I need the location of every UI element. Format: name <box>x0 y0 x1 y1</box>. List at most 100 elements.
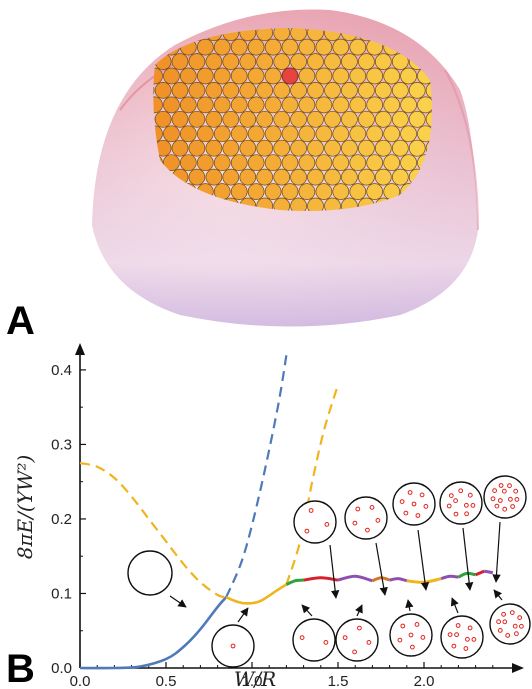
patch-cell <box>0 213 10 229</box>
branch-segment <box>371 576 391 583</box>
patch-cell <box>443 25 459 41</box>
patch-cell <box>239 110 257 128</box>
patch-cell <box>53 82 69 98</box>
defect-dot <box>308 508 314 513</box>
patch-cell <box>37 198 53 214</box>
patch-cell <box>435 299 451 315</box>
blue-dashed-line <box>225 354 288 598</box>
patch-cell <box>248 357 264 373</box>
patch-cell <box>418 357 434 373</box>
patch-cell <box>171 110 189 128</box>
patch-cell <box>460 285 476 301</box>
patch-cell <box>451 328 467 344</box>
x-axis-label: W/R <box>234 667 276 689</box>
inset-configuration <box>440 597 484 659</box>
patch-cell <box>290 53 307 70</box>
patch-cell <box>358 110 375 128</box>
energy-chart: 0.0 0.5 1.0 1.5 2.0 0.0 0.1 0.2 0.3 0.4 W/R 8πE/(… <box>13 343 531 689</box>
patch-cell <box>214 357 230 373</box>
patch-cell <box>519 39 532 55</box>
patch-cell <box>87 256 103 272</box>
patch-cell <box>121 343 137 359</box>
patch-cell <box>477 169 493 185</box>
patch-cell <box>528 169 532 185</box>
patch-cell <box>206 343 222 359</box>
patch-cell <box>3 227 19 243</box>
patch-cell <box>28 126 44 142</box>
patch-cell <box>96 357 112 373</box>
patch-cell <box>265 357 281 373</box>
defect-dot <box>375 518 381 523</box>
patch-cell <box>281 38 299 56</box>
patch-cell <box>28 270 44 286</box>
patch-cell <box>485 213 501 229</box>
inset-configuration <box>211 607 255 668</box>
patch-cell <box>37 285 53 301</box>
patch-cell <box>494 314 510 330</box>
patch-cell <box>0 126 10 142</box>
patch-cell <box>264 125 282 143</box>
patch-cell <box>401 328 417 344</box>
defect-dot <box>514 631 519 637</box>
y-tick-label: 0.0 <box>51 660 72 677</box>
patch-cell <box>138 314 154 330</box>
patch-cell <box>528 285 532 301</box>
patch-cell <box>349 96 367 114</box>
patch-cell <box>113 10 129 26</box>
patch-cell <box>62 97 78 113</box>
patch-cell <box>113 68 129 84</box>
patch-cell <box>256 82 274 99</box>
patch-cell <box>154 110 172 128</box>
patch-cell <box>358 168 375 186</box>
patch-cell <box>11 357 27 373</box>
patch-cell <box>196 67 214 85</box>
patch-cell <box>37 256 53 272</box>
patch-cell <box>383 96 401 114</box>
patch-cell <box>37 54 53 70</box>
patch-cell <box>290 139 307 157</box>
y-tick-label: 0.1 <box>51 585 72 602</box>
patch-cell <box>213 96 231 114</box>
patch-cell <box>45 126 61 142</box>
patch-cell <box>408 110 426 128</box>
patch-cell <box>79 299 95 315</box>
patch-cell <box>374 53 392 70</box>
patch-cell <box>374 82 392 99</box>
patch-cell <box>45 213 61 229</box>
patch-cell <box>383 67 401 85</box>
patch-cell <box>341 168 358 186</box>
patch-cell <box>494 169 510 185</box>
patch-cell <box>62 68 78 84</box>
patch-cell <box>28 68 44 84</box>
patch-cell <box>205 168 223 186</box>
patch-cell <box>333 328 349 344</box>
patch-cell <box>104 0 120 12</box>
patch-cell <box>316 328 332 344</box>
patch-cell <box>247 154 265 172</box>
patch-cell <box>172 343 188 359</box>
defect-dot <box>414 622 420 627</box>
patch-cell <box>231 328 247 344</box>
defect-dot <box>501 611 507 617</box>
patch-cell <box>298 125 316 143</box>
patch-cell <box>53 140 69 156</box>
patch-cell <box>104 343 120 359</box>
patch-cell <box>468 39 484 55</box>
patch-cell <box>196 96 214 114</box>
inset-disk <box>439 481 483 525</box>
chart-ticks: 0.0 0.5 1.0 1.5 2.0 0.0 0.1 0.2 0.3 0.4 <box>51 362 494 689</box>
patch-cell <box>374 139 392 157</box>
patch-cell <box>425 82 433 99</box>
patch-cell <box>70 140 86 156</box>
patch-cell <box>179 96 197 114</box>
patch-cell <box>443 54 459 70</box>
patch-cell <box>53 198 69 214</box>
patch-cell <box>121 54 137 70</box>
patch-cell <box>11 126 27 142</box>
defect-dot <box>467 625 473 631</box>
patch-cell <box>222 82 240 99</box>
patch-cell <box>45 39 61 55</box>
defect-dot <box>299 635 305 640</box>
patch-cell <box>485 328 501 344</box>
patch-cell <box>240 343 256 359</box>
